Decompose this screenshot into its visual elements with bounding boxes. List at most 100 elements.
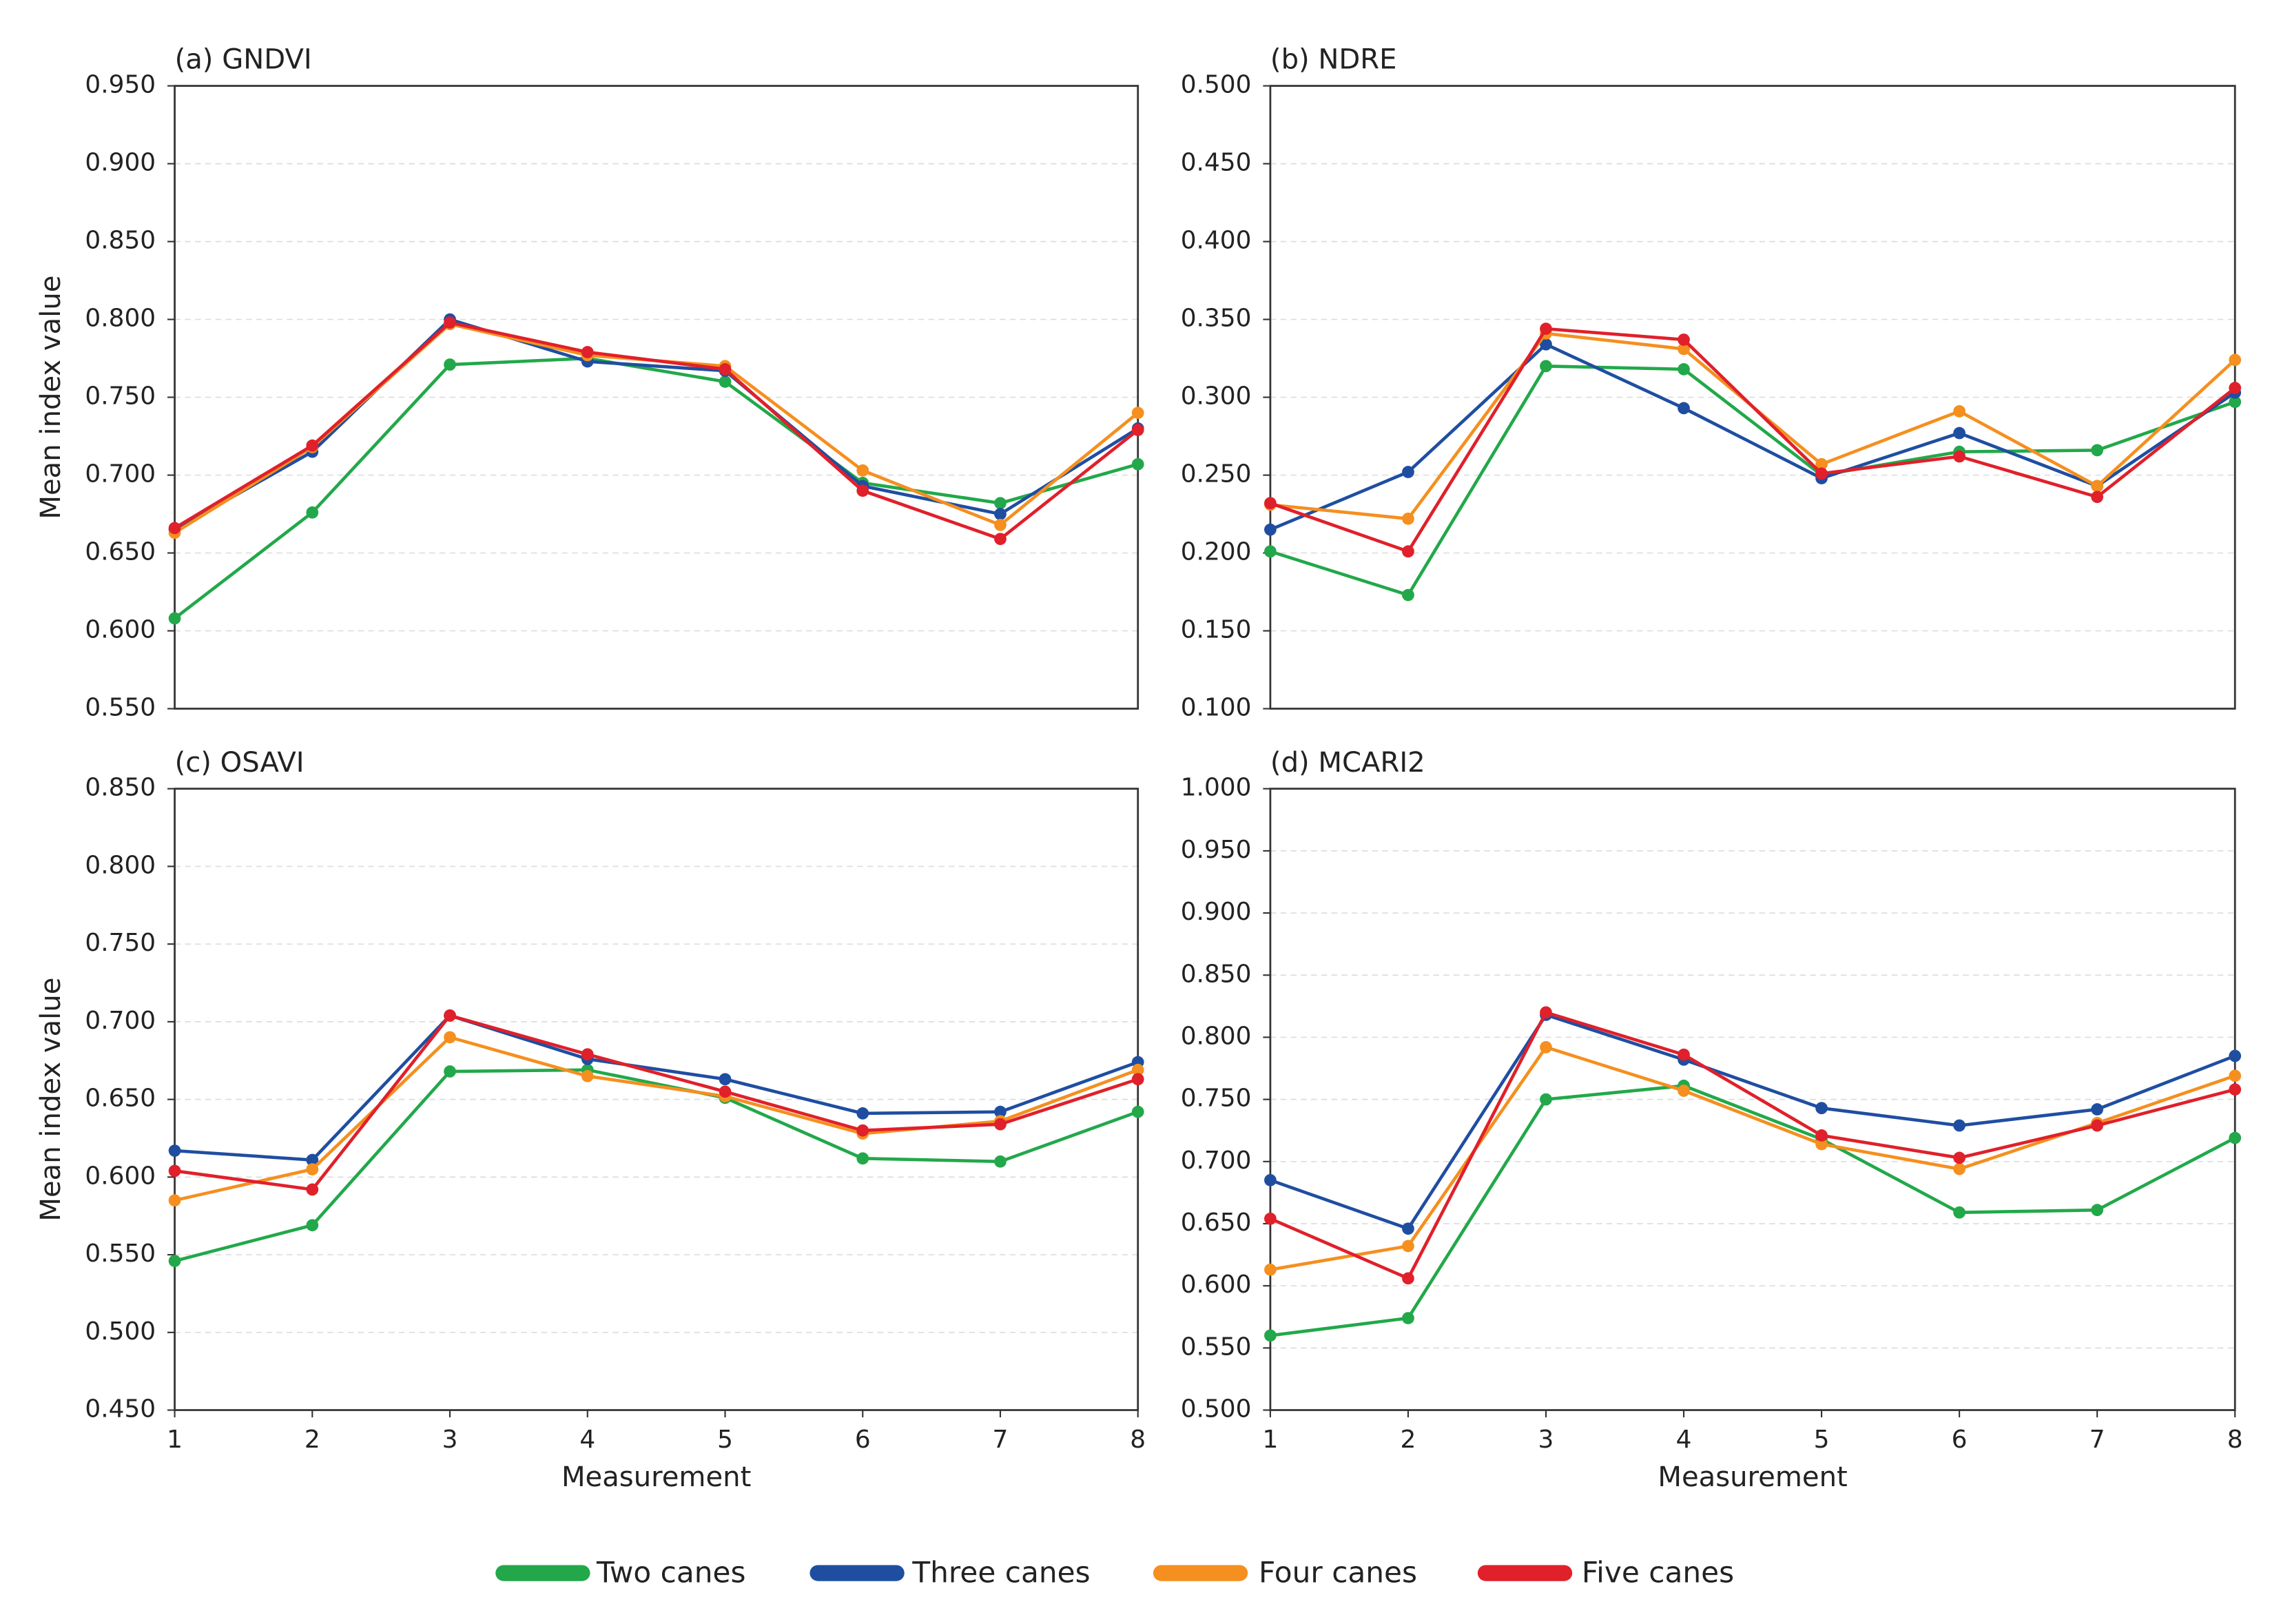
- point: [2091, 1103, 2104, 1116]
- point: [1264, 545, 1277, 558]
- series-line: [1270, 342, 2236, 531]
- point: [306, 1153, 319, 1166]
- point: [444, 1065, 456, 1078]
- y-tick-label: 0.850: [1181, 960, 1252, 988]
- series-line: [174, 1068, 1139, 1263]
- point: [2091, 1119, 2104, 1132]
- x-tick-label: 4: [579, 1426, 595, 1454]
- y-axis-label: Mean index value: [35, 276, 67, 520]
- point: [856, 484, 869, 497]
- x-tick-label: 2: [1401, 1426, 1416, 1454]
- point: [1953, 1151, 1965, 1164]
- series-line: [174, 317, 1139, 531]
- series-line: [174, 1014, 1139, 1162]
- point: [1953, 1162, 1965, 1175]
- point: [1540, 1093, 1552, 1106]
- series-line: [1270, 327, 2236, 554]
- point: [1540, 360, 1552, 373]
- point: [1264, 1329, 1277, 1342]
- y-tick-label: 0.950: [1181, 836, 1252, 864]
- point: [1953, 450, 1965, 463]
- y-tick-label: 0.100: [1181, 694, 1252, 722]
- y-tick-label: 0.500: [1181, 71, 1252, 99]
- point: [1131, 458, 1144, 471]
- point: [1678, 342, 1690, 356]
- y-tick-label: 1.000: [1181, 774, 1252, 802]
- y-tick-label: 0.700: [85, 1007, 156, 1035]
- point: [168, 522, 181, 535]
- point: [1815, 458, 1828, 471]
- point: [719, 363, 732, 376]
- point: [1815, 1102, 1828, 1115]
- point: [994, 1118, 1007, 1131]
- y-tick-label: 0.600: [85, 616, 156, 644]
- point: [1264, 1173, 1277, 1186]
- x-tick-label: 6: [855, 1426, 871, 1454]
- point: [1953, 426, 1965, 440]
- point: [444, 316, 456, 329]
- x-tick-label: 2: [305, 1426, 320, 1454]
- point: [2229, 1131, 2242, 1144]
- y-tick-label: 0.850: [85, 774, 156, 802]
- point: [444, 1009, 456, 1022]
- point: [2229, 353, 2242, 367]
- point: [1678, 1048, 1690, 1061]
- legend-label: Three canes: [911, 1556, 1090, 1590]
- y-tick-label: 0.750: [85, 382, 156, 411]
- point: [2091, 1204, 2104, 1217]
- y-tick-label: 0.800: [85, 305, 156, 333]
- y-tick-label: 0.950: [85, 71, 156, 99]
- legend-label: Two canes: [596, 1556, 745, 1590]
- x-tick-label: 4: [1676, 1426, 1692, 1454]
- series-line: [1270, 1084, 2236, 1337]
- point: [1678, 363, 1690, 376]
- y-tick-label: 0.550: [85, 1240, 156, 1268]
- chart-title: (b) NDRE: [1270, 44, 1397, 76]
- y-tick-label: 0.900: [1181, 898, 1252, 926]
- y-tick-label: 0.800: [85, 851, 156, 879]
- point: [2229, 1069, 2242, 1082]
- x-tick-label: 1: [1262, 1426, 1278, 1454]
- y-tick-label: 0.150: [1181, 616, 1252, 644]
- point: [2229, 1083, 2242, 1096]
- x-tick-label: 5: [717, 1426, 733, 1454]
- point: [1402, 1240, 1414, 1253]
- chart-title: (c) OSAVI: [175, 747, 305, 779]
- point: [994, 508, 1007, 520]
- point: [994, 497, 1007, 510]
- y-tick-label: 0.750: [1181, 1085, 1252, 1113]
- x-tick-label: 5: [1814, 1426, 1830, 1454]
- point: [856, 1107, 869, 1120]
- y-tick-label: 0.700: [1181, 1147, 1252, 1175]
- point: [1402, 1222, 1414, 1235]
- point: [1678, 333, 1690, 346]
- series-line: [1270, 1045, 2236, 1272]
- point: [994, 1155, 1007, 1168]
- x-tick-label: 6: [1952, 1426, 1968, 1454]
- y-tick-label: 0.550: [85, 694, 156, 722]
- point: [1815, 467, 1828, 480]
- point: [994, 1105, 1007, 1118]
- x-tick-label: 3: [1538, 1426, 1554, 1454]
- y-tick-label: 0.350: [1181, 305, 1252, 333]
- point: [1264, 523, 1277, 536]
- y-tick-label: 0.600: [1181, 1271, 1252, 1299]
- point: [1264, 1263, 1277, 1276]
- point: [1815, 1129, 1828, 1142]
- point: [168, 1194, 181, 1207]
- y-tick-label: 0.250: [1181, 460, 1252, 489]
- chart-title: (d) MCARI2: [1270, 747, 1425, 779]
- plot-frame: [1269, 788, 2236, 1411]
- y-tick-label: 0.500: [85, 1317, 156, 1346]
- point: [856, 464, 869, 477]
- y-tick-label: 0.200: [1181, 538, 1252, 566]
- y-tick-label: 0.650: [1181, 1209, 1252, 1237]
- point: [994, 519, 1007, 531]
- point: [1402, 512, 1414, 525]
- y-tick-label: 0.700: [85, 460, 156, 489]
- y-tick-label: 0.900: [85, 149, 156, 177]
- point: [2229, 395, 2242, 409]
- x-axis-label: Measurement: [1658, 1461, 1847, 1493]
- point: [856, 1124, 869, 1137]
- y-tick-label: 0.450: [85, 1395, 156, 1423]
